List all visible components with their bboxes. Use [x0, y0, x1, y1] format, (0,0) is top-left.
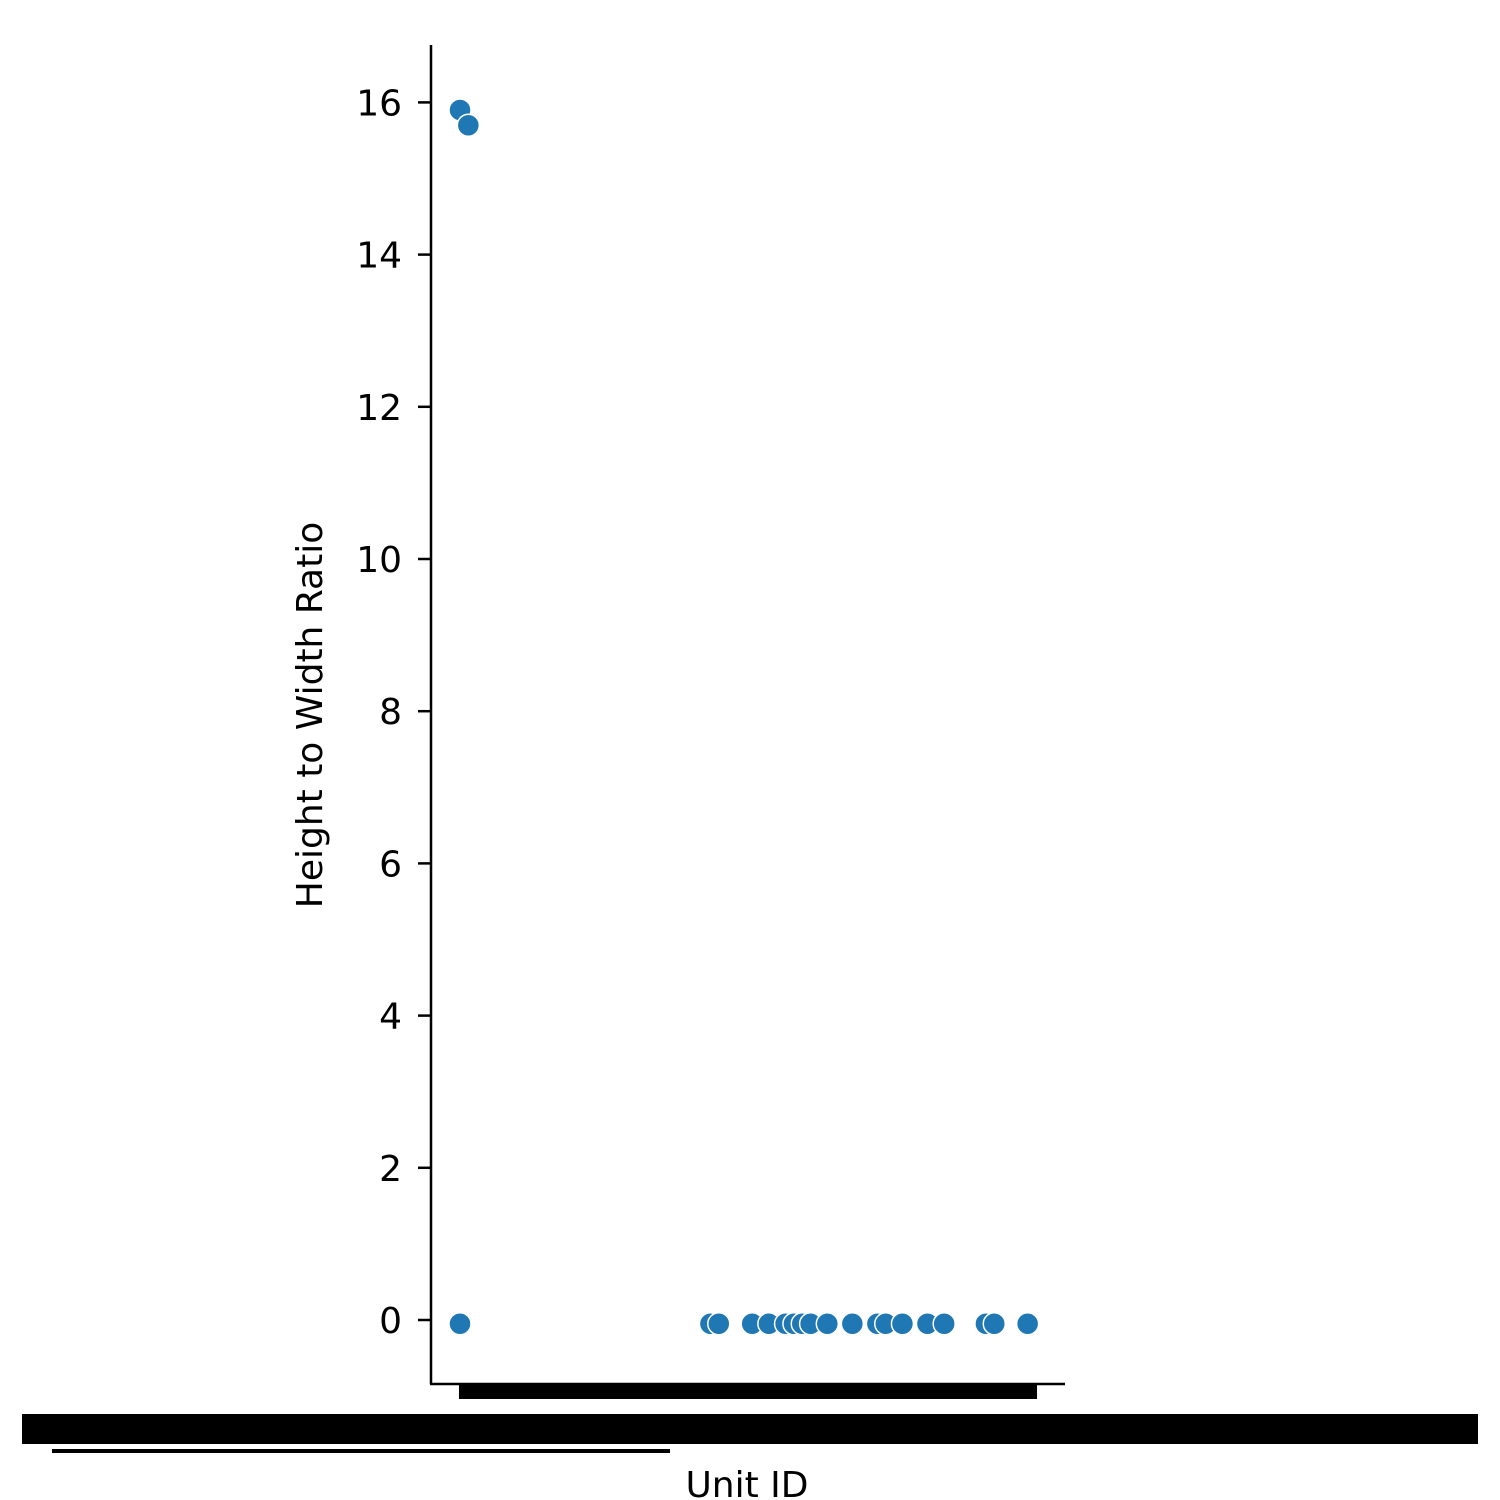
y-tick-label: 16 [356, 83, 402, 124]
x-ticks [22, 1384, 1478, 1453]
data-point [815, 1312, 840, 1336]
y-tick-label: 8 [379, 692, 402, 733]
data-point [1015, 1312, 1040, 1336]
y-tick-label: 2 [379, 1149, 402, 1190]
data-point [707, 1312, 731, 1336]
y-tick-label: 14 [356, 236, 402, 277]
y-ticks: 0 2 4 6 8 10 12 14 16 [356, 83, 431, 1342]
data-point [840, 1312, 865, 1336]
y-tick-label: 6 [379, 844, 402, 885]
data-point [982, 1312, 1007, 1336]
data-point [456, 113, 481, 137]
y-tick-label: 10 [356, 540, 402, 581]
points-layer [448, 98, 1040, 1336]
x-tick-labels-underline [52, 1449, 670, 1453]
y-tick-label: 4 [379, 997, 402, 1038]
data-point [890, 1312, 915, 1336]
y-axis-label: Height to Width Ratio [290, 522, 331, 909]
axes-layer [429, 45, 1065, 1386]
y-tick-label: 12 [356, 388, 402, 429]
x-tick-marks-band [459, 1384, 1037, 1399]
y-tick-label: 0 [379, 1301, 402, 1342]
data-point [932, 1312, 956, 1336]
x-tick-labels-band [22, 1414, 1478, 1444]
data-point [448, 1312, 472, 1336]
x-axis-label: Unit ID [685, 1465, 808, 1500]
